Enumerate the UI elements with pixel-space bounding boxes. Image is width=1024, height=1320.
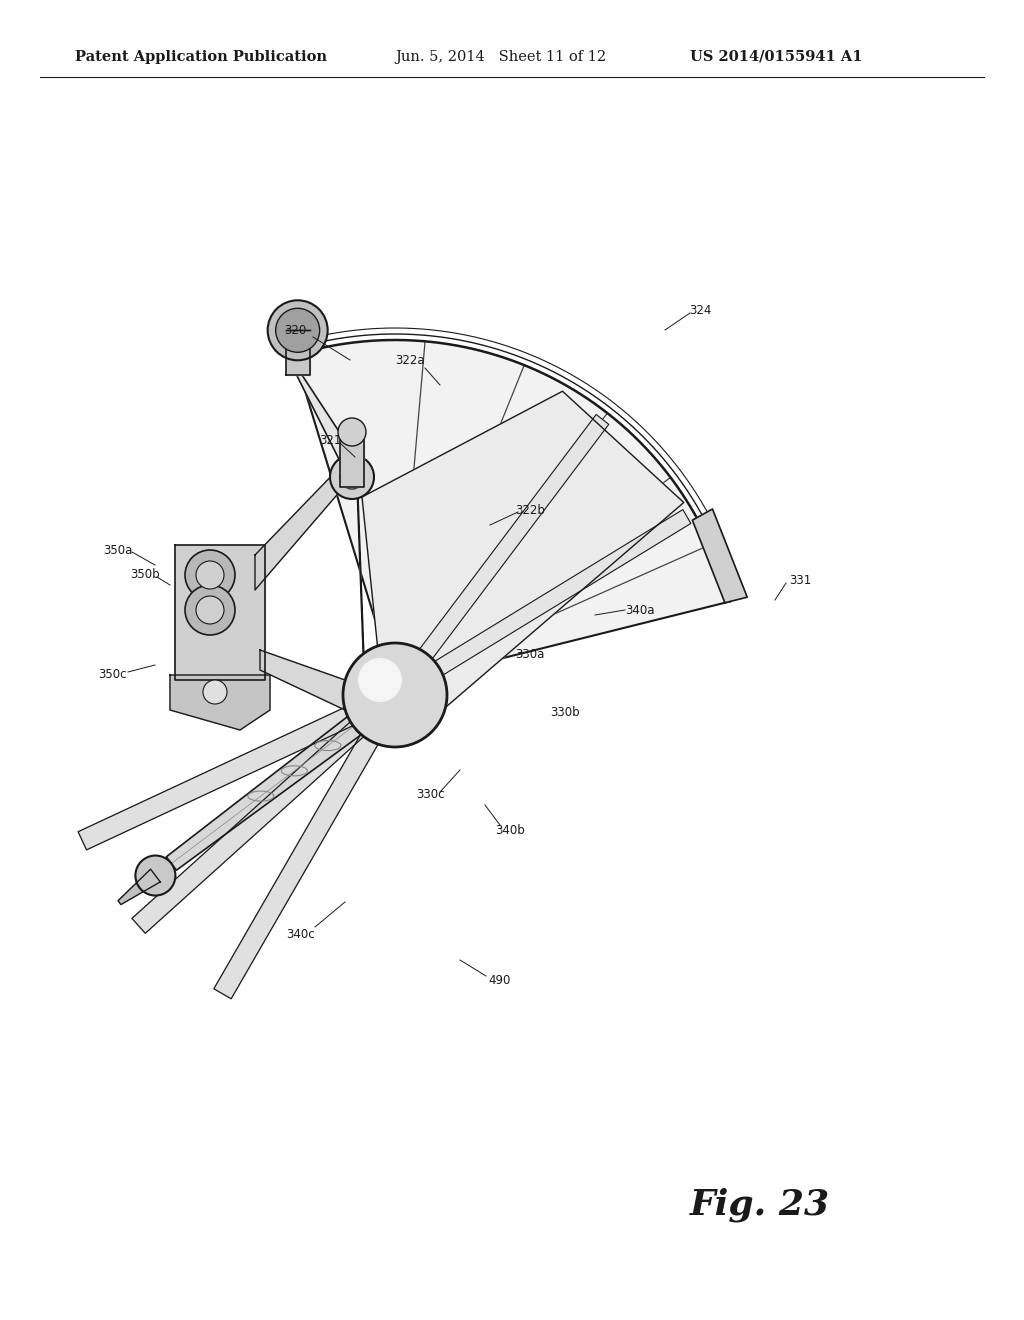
Circle shape (135, 855, 175, 895)
Polygon shape (391, 510, 691, 702)
Polygon shape (214, 690, 403, 999)
Circle shape (196, 597, 224, 624)
Text: 340b: 340b (496, 824, 525, 837)
Circle shape (338, 418, 366, 446)
Polygon shape (78, 686, 399, 850)
Text: 350a: 350a (103, 544, 133, 557)
Polygon shape (132, 688, 401, 933)
Polygon shape (175, 545, 265, 680)
Polygon shape (389, 414, 609, 700)
Polygon shape (118, 869, 160, 904)
Polygon shape (166, 685, 402, 870)
Text: Jun. 5, 2014   Sheet 11 of 12: Jun. 5, 2014 Sheet 11 of 12 (395, 50, 606, 63)
Text: 322b: 322b (515, 503, 545, 516)
Text: 330b: 330b (550, 705, 580, 718)
Circle shape (343, 643, 447, 747)
Text: 350b: 350b (130, 569, 160, 582)
Polygon shape (286, 341, 309, 375)
Text: 340a: 340a (626, 603, 654, 616)
Text: US 2014/0155941 A1: US 2014/0155941 A1 (690, 50, 862, 63)
Text: 331: 331 (788, 573, 811, 586)
Circle shape (340, 465, 364, 488)
Circle shape (185, 550, 234, 601)
Text: 350c: 350c (97, 668, 126, 681)
Text: 324: 324 (689, 304, 712, 317)
Circle shape (330, 455, 374, 499)
Polygon shape (362, 391, 684, 725)
Text: 490: 490 (488, 974, 511, 986)
Polygon shape (255, 465, 342, 590)
Text: 330c: 330c (416, 788, 444, 801)
Circle shape (185, 585, 234, 635)
Circle shape (203, 680, 227, 704)
Polygon shape (280, 341, 357, 495)
Polygon shape (260, 649, 345, 710)
Text: 320: 320 (284, 323, 306, 337)
Text: Fig. 23: Fig. 23 (690, 1188, 830, 1222)
Polygon shape (357, 467, 365, 705)
Circle shape (275, 309, 319, 352)
Circle shape (358, 657, 402, 702)
Text: 321: 321 (318, 433, 341, 446)
Polygon shape (340, 432, 364, 487)
Polygon shape (294, 341, 730, 685)
Circle shape (196, 561, 224, 589)
Text: Patent Application Publication: Patent Application Publication (75, 50, 327, 63)
Circle shape (267, 300, 328, 360)
Text: 322a: 322a (395, 354, 425, 367)
Text: 340c: 340c (286, 928, 314, 941)
Polygon shape (170, 675, 270, 730)
Polygon shape (692, 510, 748, 603)
Text: 330a: 330a (515, 648, 545, 661)
